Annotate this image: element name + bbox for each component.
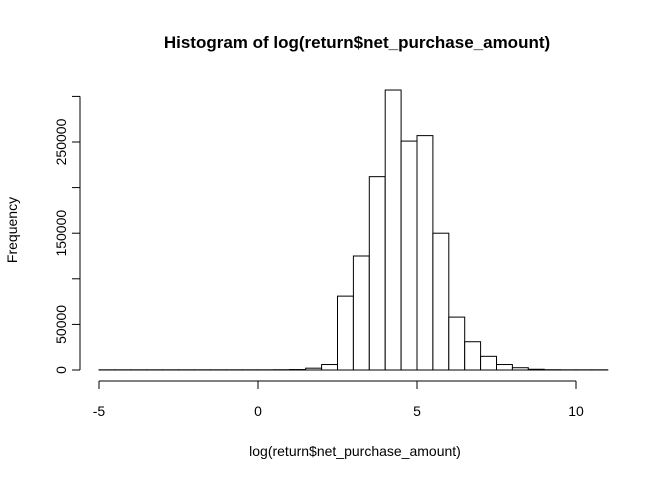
x-tick-label: 10 bbox=[568, 403, 584, 419]
y-tick-label: 0 bbox=[53, 366, 69, 374]
histogram-bar bbox=[464, 341, 482, 371]
histogram-bar bbox=[352, 255, 370, 371]
bars-layer bbox=[98, 89, 609, 371]
histogram-bar bbox=[448, 316, 466, 371]
x-tick-label: 0 bbox=[254, 403, 262, 419]
y-axis: 0 50000 150000 250000 bbox=[53, 95, 81, 374]
y-tick-label: 50000 bbox=[53, 305, 69, 344]
histogram-bar bbox=[305, 367, 323, 371]
histogram-bar bbox=[416, 135, 434, 371]
histogram-bar bbox=[496, 364, 513, 371]
histogram-bar bbox=[384, 89, 402, 371]
x-tick-label: 5 bbox=[413, 403, 421, 419]
y-axis-label: Frequency bbox=[4, 197, 20, 263]
y-tick-label: 250000 bbox=[53, 118, 69, 165]
histogram-bar bbox=[321, 364, 339, 371]
y-tick-label: 150000 bbox=[53, 210, 69, 257]
histogram-bar bbox=[511, 367, 529, 371]
histogram-bar bbox=[368, 176, 386, 371]
histogram-bar bbox=[400, 140, 418, 371]
histogram-bar bbox=[527, 368, 545, 371]
chart-title: Histogram of log(return$net_purchase_amo… bbox=[164, 33, 550, 52]
histogram-bar bbox=[480, 355, 498, 371]
x-axis-label: log(return$net_purchase_amount) bbox=[249, 443, 461, 459]
histogram-bar bbox=[432, 232, 450, 371]
histogram-bar bbox=[337, 295, 354, 371]
x-tick-label: -5 bbox=[93, 403, 106, 419]
x-axis: -5 0 5 10 bbox=[93, 380, 584, 419]
